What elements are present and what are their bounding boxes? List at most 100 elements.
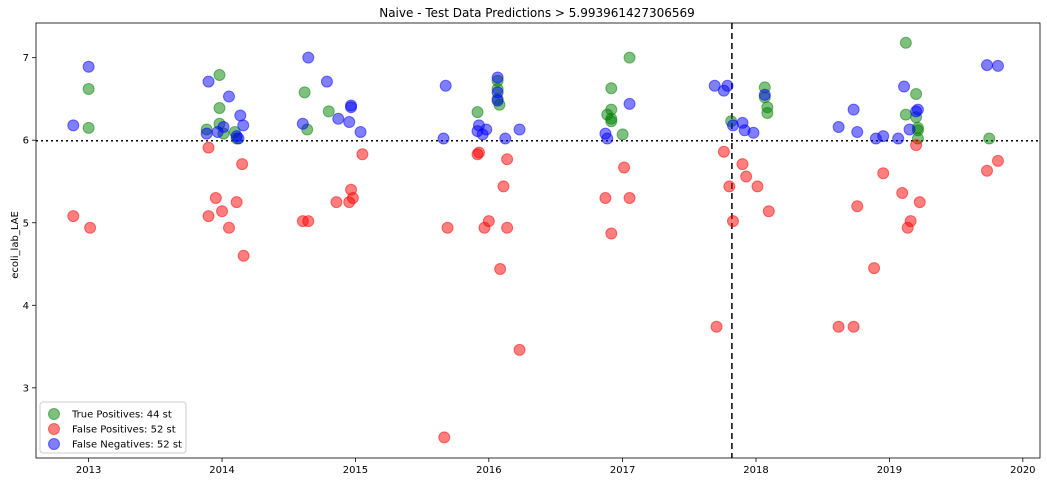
data-point <box>345 99 358 112</box>
data-point <box>322 105 335 118</box>
y-tick-label: 6 <box>23 136 29 147</box>
data-point <box>343 116 356 129</box>
data-point <box>217 121 230 134</box>
data-point <box>740 170 753 183</box>
data-point <box>717 145 730 158</box>
data-point <box>910 139 923 152</box>
data-point <box>981 164 994 177</box>
series-3 <box>67 51 1004 145</box>
data-point <box>497 180 510 193</box>
data-point <box>851 125 864 138</box>
data-point <box>721 79 734 92</box>
data-point <box>202 75 215 88</box>
data-point <box>200 127 213 140</box>
data-point <box>222 90 235 103</box>
y-tick-label: 4 <box>23 301 29 312</box>
data-point <box>847 103 860 116</box>
data-point <box>237 119 250 132</box>
data-point <box>332 112 345 125</box>
data-point <box>213 102 226 115</box>
data-point <box>236 158 249 171</box>
data-point <box>847 320 860 333</box>
data-point <box>82 121 95 134</box>
x-tick-label: 2018 <box>743 465 768 476</box>
data-point <box>302 215 315 228</box>
data-point <box>232 132 245 145</box>
data-point <box>491 94 504 107</box>
data-point <box>710 320 723 333</box>
data-point <box>913 196 926 209</box>
legend-entry: False Negatives: 52 st <box>72 440 182 451</box>
data-point <box>747 126 760 139</box>
data-point <box>911 103 924 116</box>
legend-entry: True Positives: 44 st <box>71 410 172 421</box>
chart-title: Naive - Test Data Predictions > 5.993961… <box>379 6 695 20</box>
data-point <box>82 60 95 73</box>
data-point <box>751 180 764 193</box>
x-tick-label: 2020 <box>1010 465 1035 476</box>
legend: True Positives: 44 st False Positives: 52… <box>39 401 187 454</box>
data-point <box>623 97 636 110</box>
data-point <box>605 115 618 128</box>
x-tick-label: 2019 <box>877 465 902 476</box>
data-point <box>623 191 636 204</box>
y-axis: 3 4 5 6 7 <box>23 53 36 394</box>
series-2 <box>67 139 1004 444</box>
data-point <box>482 215 495 228</box>
y-tick-label: 3 <box>23 383 29 394</box>
data-point <box>302 51 315 64</box>
data-point <box>832 320 845 333</box>
x-tick-label: 2015 <box>343 465 368 476</box>
data-point <box>494 262 507 275</box>
data-point <box>230 196 243 209</box>
data-point <box>480 123 493 136</box>
data-point <box>439 79 452 92</box>
data-point <box>202 141 215 154</box>
data-point <box>320 75 333 88</box>
data-point <box>623 51 636 64</box>
data-point <box>67 119 80 132</box>
data-point <box>616 128 629 141</box>
data-point <box>910 87 923 100</box>
legend-box <box>39 401 187 454</box>
data-point <box>441 221 454 234</box>
legend-marker <box>48 408 60 420</box>
legend-entry: False Positives: 52 st <box>72 425 176 436</box>
data-point <box>605 227 618 240</box>
data-point <box>82 83 95 96</box>
plot-frame <box>35 22 1041 459</box>
data-point <box>356 148 369 161</box>
data-point <box>346 191 359 204</box>
data-point <box>726 215 739 228</box>
data-point <box>438 431 451 444</box>
data-point <box>896 187 909 200</box>
data-point <box>991 154 1004 167</box>
data-point <box>209 191 222 204</box>
data-point <box>898 80 911 93</box>
data-point <box>991 59 1004 72</box>
data-point <box>736 158 749 171</box>
data-point <box>758 88 771 101</box>
data-point <box>202 210 215 223</box>
data-point <box>851 200 864 213</box>
data-point <box>618 161 631 174</box>
data-point <box>67 210 80 223</box>
data-point <box>762 205 775 218</box>
data-point <box>904 215 917 228</box>
data-point <box>222 221 235 234</box>
data-point <box>437 132 450 145</box>
data-point <box>892 132 905 145</box>
y-axis-label: ecoli_lab_LAE <box>10 211 21 279</box>
data-point <box>899 36 912 49</box>
data-point <box>903 123 916 136</box>
data-point <box>513 343 526 356</box>
data-point <box>605 82 618 95</box>
x-tick-label: 2014 <box>209 465 234 476</box>
data-point <box>899 108 912 121</box>
x-tick-label: 2017 <box>610 465 635 476</box>
data-point <box>216 205 229 218</box>
data-point <box>983 132 996 145</box>
x-axis: 2013 2014 2015 2016 2017 2018 2019 2020 <box>76 458 1036 476</box>
data-point <box>234 109 247 122</box>
